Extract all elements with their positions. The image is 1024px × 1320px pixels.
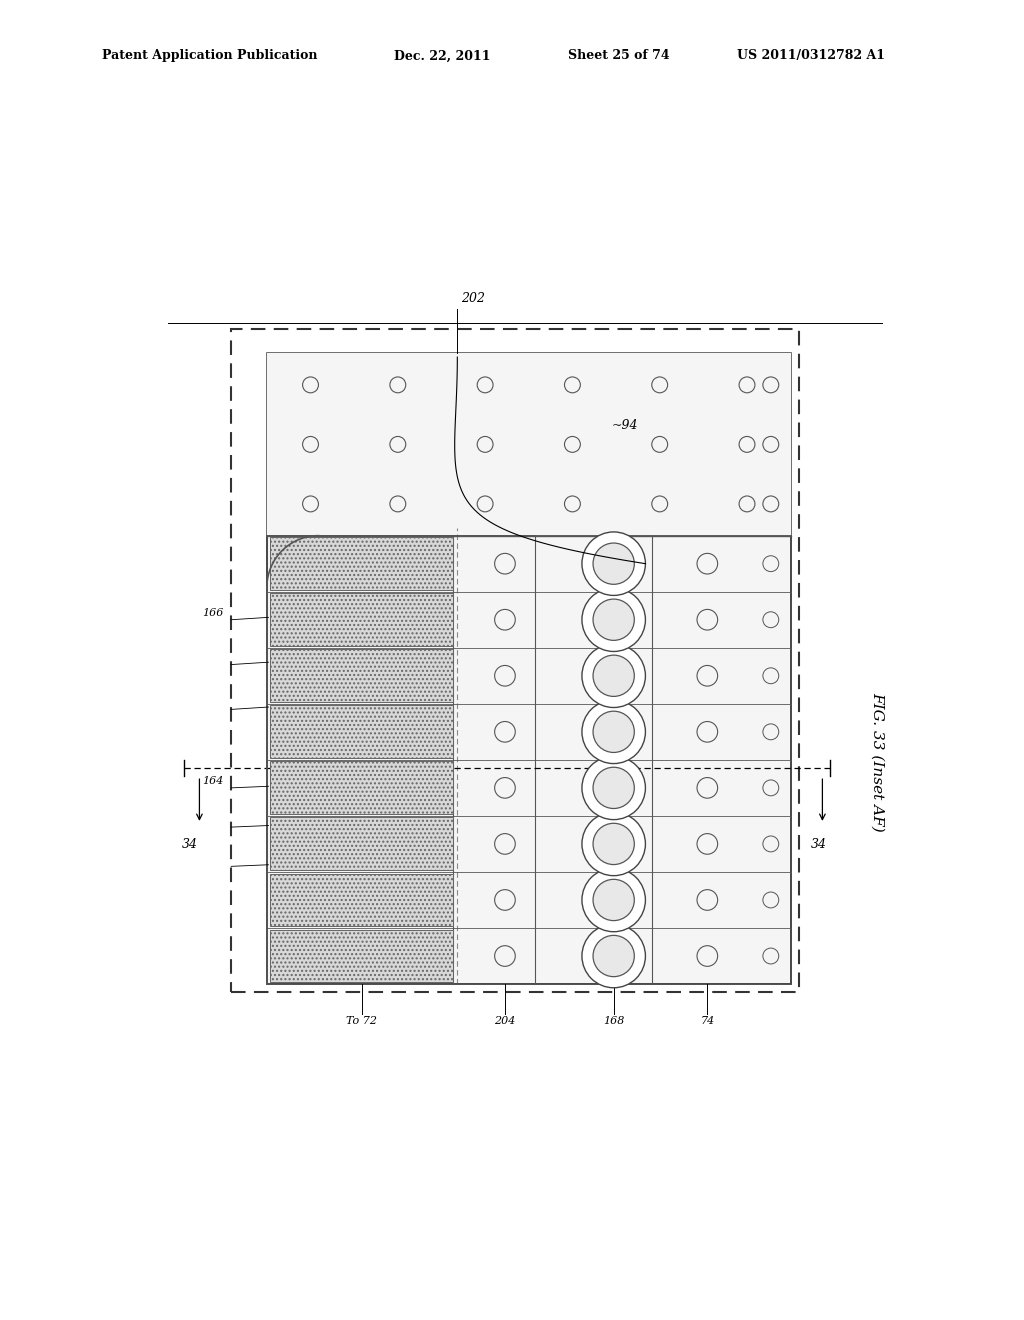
Text: 166: 166 — [202, 607, 223, 618]
Text: Patent Application Publication: Patent Application Publication — [102, 49, 317, 62]
Bar — [267, 354, 791, 983]
Text: FIG. 33 (Inset AF): FIG. 33 (Inset AF) — [871, 692, 885, 832]
Text: 202: 202 — [461, 292, 485, 305]
Bar — [270, 649, 454, 702]
Bar — [270, 705, 454, 758]
Bar — [270, 593, 454, 647]
Text: 34: 34 — [182, 838, 198, 850]
Circle shape — [593, 711, 634, 752]
Circle shape — [582, 812, 645, 875]
Text: ~94: ~94 — [612, 418, 639, 432]
Circle shape — [582, 924, 645, 987]
Text: Sheet 25 of 74: Sheet 25 of 74 — [568, 49, 670, 62]
Text: 168: 168 — [603, 1015, 625, 1026]
Bar — [267, 536, 791, 983]
Text: 74: 74 — [700, 1015, 715, 1026]
Bar — [270, 537, 454, 590]
Bar — [231, 329, 799, 991]
Circle shape — [593, 599, 634, 640]
Circle shape — [593, 543, 634, 585]
Circle shape — [582, 532, 645, 595]
Bar — [267, 354, 791, 536]
Circle shape — [582, 756, 645, 820]
Circle shape — [582, 869, 645, 932]
Circle shape — [582, 587, 645, 652]
Bar — [270, 929, 454, 982]
Text: To 72: To 72 — [346, 1015, 377, 1026]
Bar — [270, 762, 454, 814]
Text: 164: 164 — [202, 776, 223, 785]
Circle shape — [593, 936, 634, 977]
Circle shape — [593, 824, 634, 865]
Bar — [270, 817, 454, 870]
Text: 204: 204 — [495, 1015, 516, 1026]
Bar — [270, 874, 454, 927]
Text: 34: 34 — [811, 838, 826, 850]
Text: US 2011/0312782 A1: US 2011/0312782 A1 — [737, 49, 886, 62]
Circle shape — [593, 767, 634, 809]
Circle shape — [593, 879, 634, 920]
Circle shape — [593, 655, 634, 697]
Circle shape — [582, 644, 645, 708]
Text: Dec. 22, 2011: Dec. 22, 2011 — [394, 49, 490, 62]
Circle shape — [582, 700, 645, 763]
